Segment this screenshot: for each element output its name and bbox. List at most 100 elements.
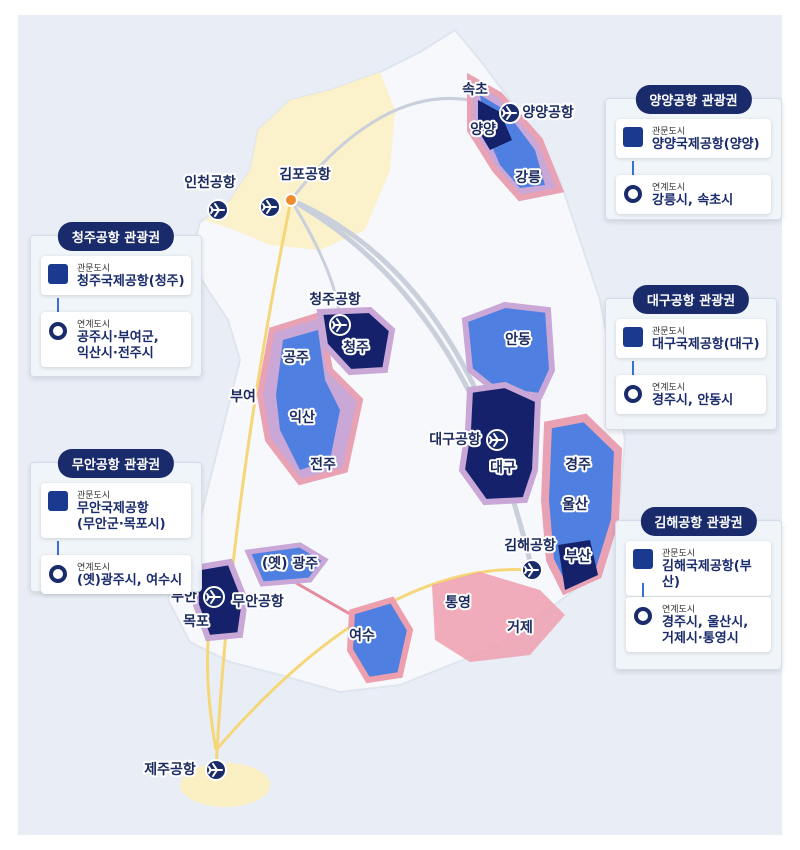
panel-title: 대구공항 관광권 [632, 285, 750, 314]
airport-icons [203, 102, 543, 781]
airport-icon [329, 314, 351, 336]
map-label: 거제 [507, 620, 533, 636]
linked-name: 공주시·부여군, [77, 330, 159, 345]
airport-icon [486, 429, 508, 451]
gateway-label: 관문도시 [662, 549, 696, 559]
plane-icon [48, 491, 68, 511]
jeju [180, 763, 270, 807]
map-label: 익산 [289, 409, 315, 426]
linked-name: 익산시·전주시 [77, 346, 154, 361]
city-icon [624, 385, 642, 403]
city-icon [49, 322, 67, 340]
map-label: 부산 [565, 548, 591, 565]
plane [524, 563, 539, 577]
map-label: 대구공항 [429, 431, 481, 448]
gateway-name: 대구국제공항(대구) [652, 337, 760, 352]
connector [632, 361, 634, 375]
linked-label: 연계도시 [652, 383, 686, 393]
linked-card: 연계도시 (옛)광주시, 여수시 [41, 555, 191, 594]
map-label: 양양공항 [522, 104, 574, 121]
gateway-name: 무안국제공항 [77, 501, 149, 516]
map-label: 울산 [562, 496, 588, 513]
city-icon [634, 607, 652, 625]
linked-label: 연계도시 [652, 183, 686, 193]
connector [57, 541, 59, 555]
linked-label: 연계도시 [662, 605, 696, 615]
city-icon [624, 185, 642, 203]
linked-name: 거제시·통영시 [662, 631, 739, 646]
gateway-label: 관문도시 [77, 264, 111, 274]
plane-icon [48, 264, 68, 284]
linked-name: 강릉시, 속초시 [652, 193, 734, 208]
plane-icon [623, 327, 643, 347]
panel-title: 김해공항 관광권 [640, 507, 757, 536]
gateway-card: 관문도시 양양국제공항(양양) [616, 119, 771, 158]
gateway-card: 관문도시 청주국제공항(청주) [41, 256, 191, 295]
linked-card: 연계도시 공주시·부여군, 익산시·전주시 [41, 312, 191, 367]
linked-name: (옛)광주시, 여수시 [77, 573, 183, 588]
linked-name: 경주시, 울산시, [662, 615, 749, 630]
map-label: 안동 [505, 331, 531, 348]
linked-card: 연계도시 강릉시, 속초시 [616, 175, 771, 214]
gateway-card: 관문도시 무안국제공항 (무안군·목포시) [41, 483, 191, 538]
gimpo-marker [284, 193, 298, 207]
plane-icon [623, 127, 643, 147]
map-label: 경주 [565, 456, 591, 473]
connector [632, 161, 634, 175]
map-label: 공주 [283, 350, 309, 366]
plane [210, 203, 225, 217]
panel-title: 무안공항 관광권 [57, 449, 175, 478]
airport-icon [499, 102, 521, 124]
linked-label: 연계도시 [77, 320, 111, 330]
linked-name: 경주시, 안동시 [652, 393, 734, 408]
city-icon [49, 565, 67, 583]
map-label: 양양 [470, 122, 496, 138]
map-label: 청주공항 [309, 291, 361, 308]
map-label: 김포공항 [279, 166, 331, 183]
map-label: 김해공항 [504, 537, 556, 554]
capital-region [205, 72, 395, 250]
plane [208, 763, 223, 777]
map-label: 부여 [230, 388, 256, 405]
gateway-name: 청주국제공항(청주) [77, 274, 185, 289]
map-label: 속초 [462, 82, 488, 98]
plane [489, 433, 504, 447]
plane [502, 106, 517, 120]
map-label: 통영 [445, 594, 471, 611]
plane [262, 200, 277, 214]
plane [206, 590, 221, 604]
linked-card: 연계도시 경주시, 안동시 [616, 375, 766, 414]
plane [332, 318, 347, 332]
airport-icon [521, 559, 543, 581]
gateway-card: 관문도시 대구국제공항(대구) [616, 319, 766, 358]
linked-label: 연계도시 [77, 563, 111, 573]
gateway-card: 관문도시 김해국제공항(부산) [626, 541, 771, 596]
airport-icon [207, 199, 229, 221]
gateway-name: 양양국제공항(양양) [652, 137, 760, 152]
map-label: 대구 [490, 460, 516, 476]
map-label: 청주 [343, 340, 369, 356]
map-label: 전주 [310, 456, 336, 473]
gateway-name: (무안군·목포시) [77, 517, 166, 532]
airport-icon [205, 759, 227, 781]
gateway-label: 관문도시 [652, 327, 686, 337]
airport-icon [203, 586, 225, 608]
panel-title: 청주공항 관광권 [57, 222, 175, 251]
map-label: 강릉 [515, 169, 541, 186]
plane-icon [633, 549, 653, 569]
gateway-name: 김해국제공항(부산) [662, 559, 752, 590]
map-label: (옛) 광주 [262, 555, 318, 572]
airport-icon [259, 196, 281, 218]
panel-title: 양양공항 관광권 [635, 85, 752, 114]
map-label: 제주공항 [144, 761, 196, 778]
connector [642, 583, 644, 597]
map-label: 무안공항 [232, 593, 284, 610]
regions [191, 72, 623, 684]
map-label: 여수 [349, 627, 375, 644]
